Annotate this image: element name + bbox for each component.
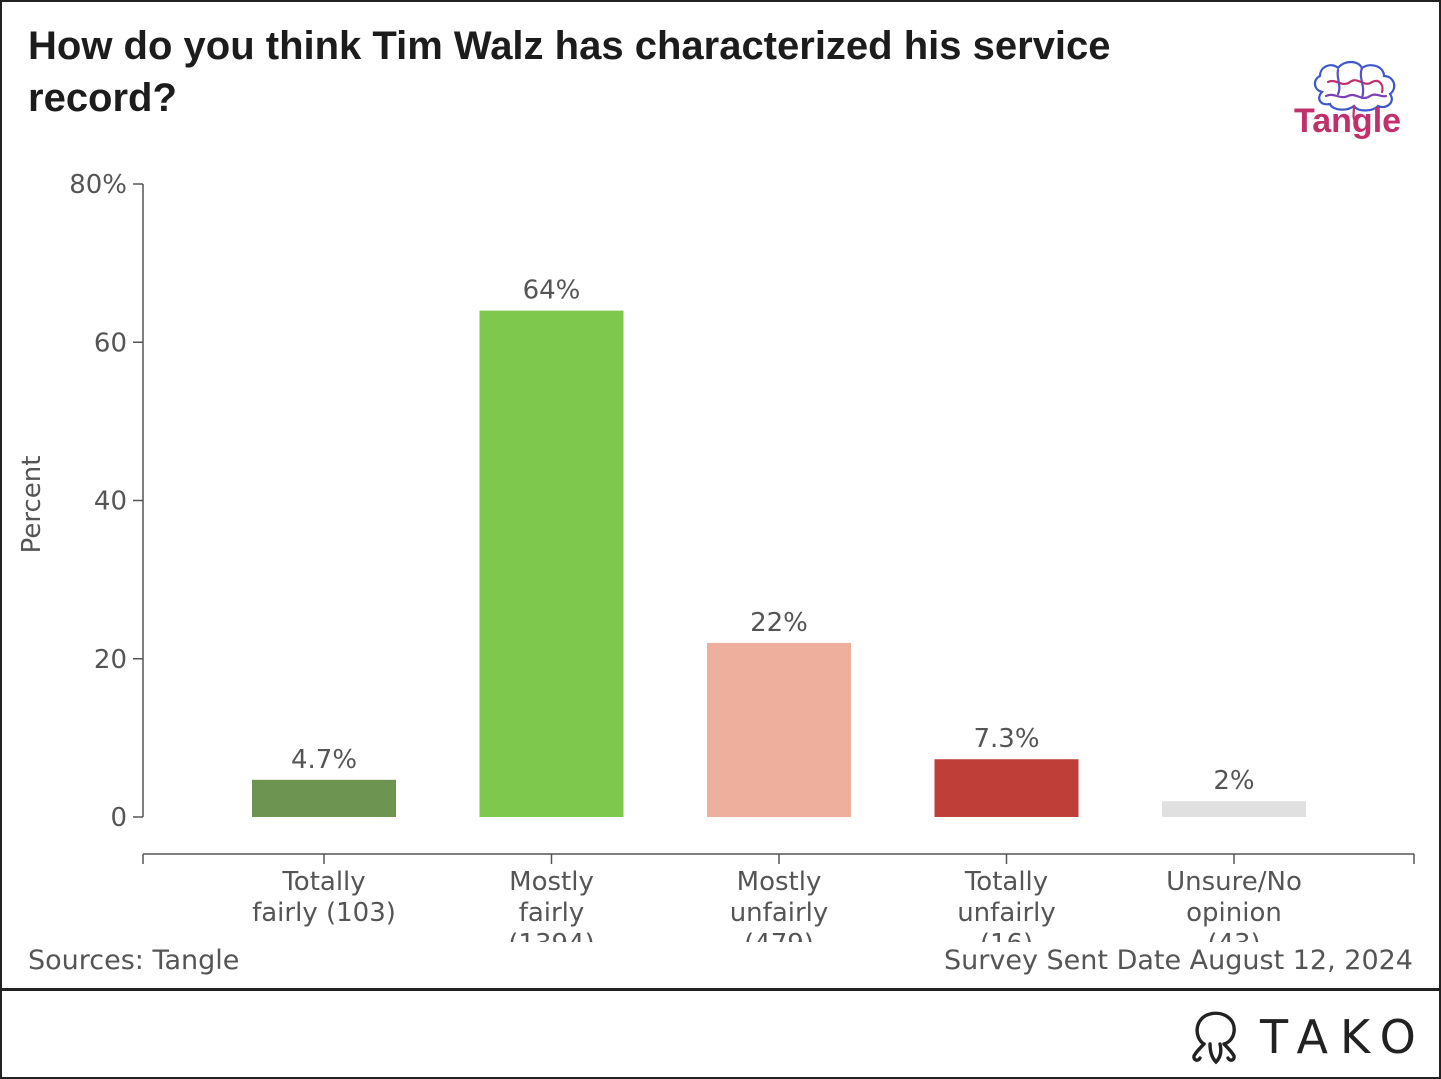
source-text: Sources: Tangle [28,945,240,976]
bar [252,779,396,817]
x-tick-label: unfairly [730,898,829,928]
octopus-icon [1192,1011,1236,1065]
x-tick-label: fairly (103) [252,898,396,928]
y-tick-label: 40 [94,487,127,517]
data-label: 64% [523,276,581,306]
bar [479,310,624,817]
bar [707,642,851,817]
bar [1162,801,1306,817]
data-label: 22% [750,608,808,638]
tako-logo-text: TAKO [1260,1010,1428,1064]
x-tick-label: (1394) [508,929,594,942]
x-tick-label: Mostly [737,867,822,897]
x-tick-label: (479) [744,929,814,942]
y-axis-title: Percent [17,456,47,554]
tangle-logo-text: Tangle [1294,102,1402,140]
y-tick-label: 0 [110,803,127,833]
y-tick-label: 20 [94,645,127,675]
tako-logo: TAKO [1188,1006,1428,1068]
y-tick-label: 60 [94,328,127,358]
x-tick-label: Totally [964,867,1048,897]
x-tick-label: unfairly [957,898,1056,928]
data-label: 7.3% [973,724,1039,754]
data-label: 4.7% [291,745,357,775]
x-tick-label: Mostly [509,867,594,897]
bar [934,759,1079,817]
x-tick-label: Totally [281,867,365,897]
x-tick-label: Unsure/No [1166,867,1302,897]
brain-icon [1313,60,1396,124]
x-tick-label: opinion [1186,898,1282,928]
survey-date-text: Survey Sent Date August 12, 2024 [944,945,1413,976]
y-tick-label: 80% [69,170,127,200]
x-tick-label: (43) [1207,929,1260,942]
chart-title: How do you think Tim Walz has characteri… [28,24,1111,120]
x-tick-label: (16) [980,929,1033,942]
data-label: 2% [1213,766,1254,796]
x-tick-label: fairly [519,898,585,928]
footer-divider [0,988,1441,991]
